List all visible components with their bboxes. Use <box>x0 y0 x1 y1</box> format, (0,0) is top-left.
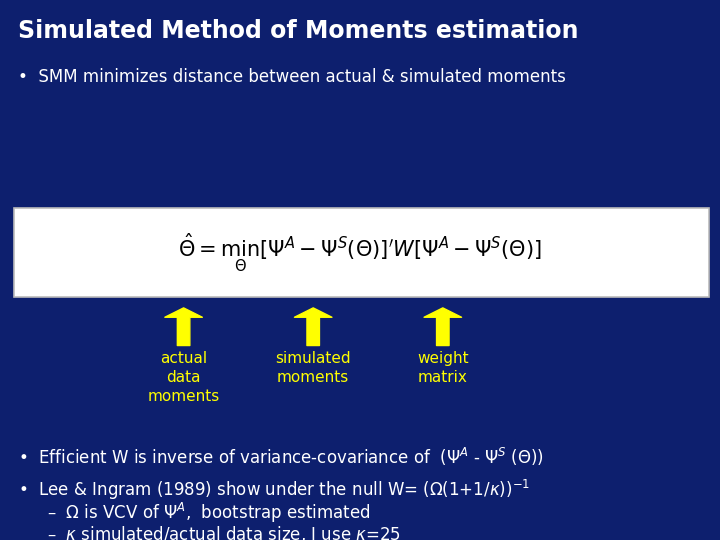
Text: –  $\Omega$ is VCV of $\Psi^A$,  bootstrap estimated: – $\Omega$ is VCV of $\Psi^A$, bootstrap… <box>47 501 370 525</box>
Text: Simulated Method of Moments estimation: Simulated Method of Moments estimation <box>18 19 578 43</box>
Text: •  Lee & Ingram (1989) show under the null W= ($\Omega$(1+1/$\kappa$))$^{-1}$: • Lee & Ingram (1989) show under the nul… <box>18 478 530 502</box>
Text: actual
data
moments: actual data moments <box>148 351 220 404</box>
Text: –  $\kappa$ simulated/actual data size, I use $\kappa$=25: – $\kappa$ simulated/actual data size, I… <box>47 524 401 540</box>
Text: simulated
moments: simulated moments <box>275 351 351 385</box>
Text: •  Efficient W is inverse of variance-covariance of  ($\Psi^A$ - $\Psi^S$ ($\The: • Efficient W is inverse of variance-cov… <box>18 446 544 468</box>
Text: $\hat{\Theta} = \underset{\Theta}{\min}[\Psi^A - \Psi^S(\Theta)]'W[\Psi^A - \Psi: $\hat{\Theta} = \underset{\Theta}{\min}[… <box>178 231 542 274</box>
Text: weight
matrix: weight matrix <box>417 351 469 385</box>
FancyBboxPatch shape <box>14 208 709 297</box>
Text: •  SMM minimizes distance between actual & simulated moments: • SMM minimizes distance between actual … <box>18 68 566 85</box>
